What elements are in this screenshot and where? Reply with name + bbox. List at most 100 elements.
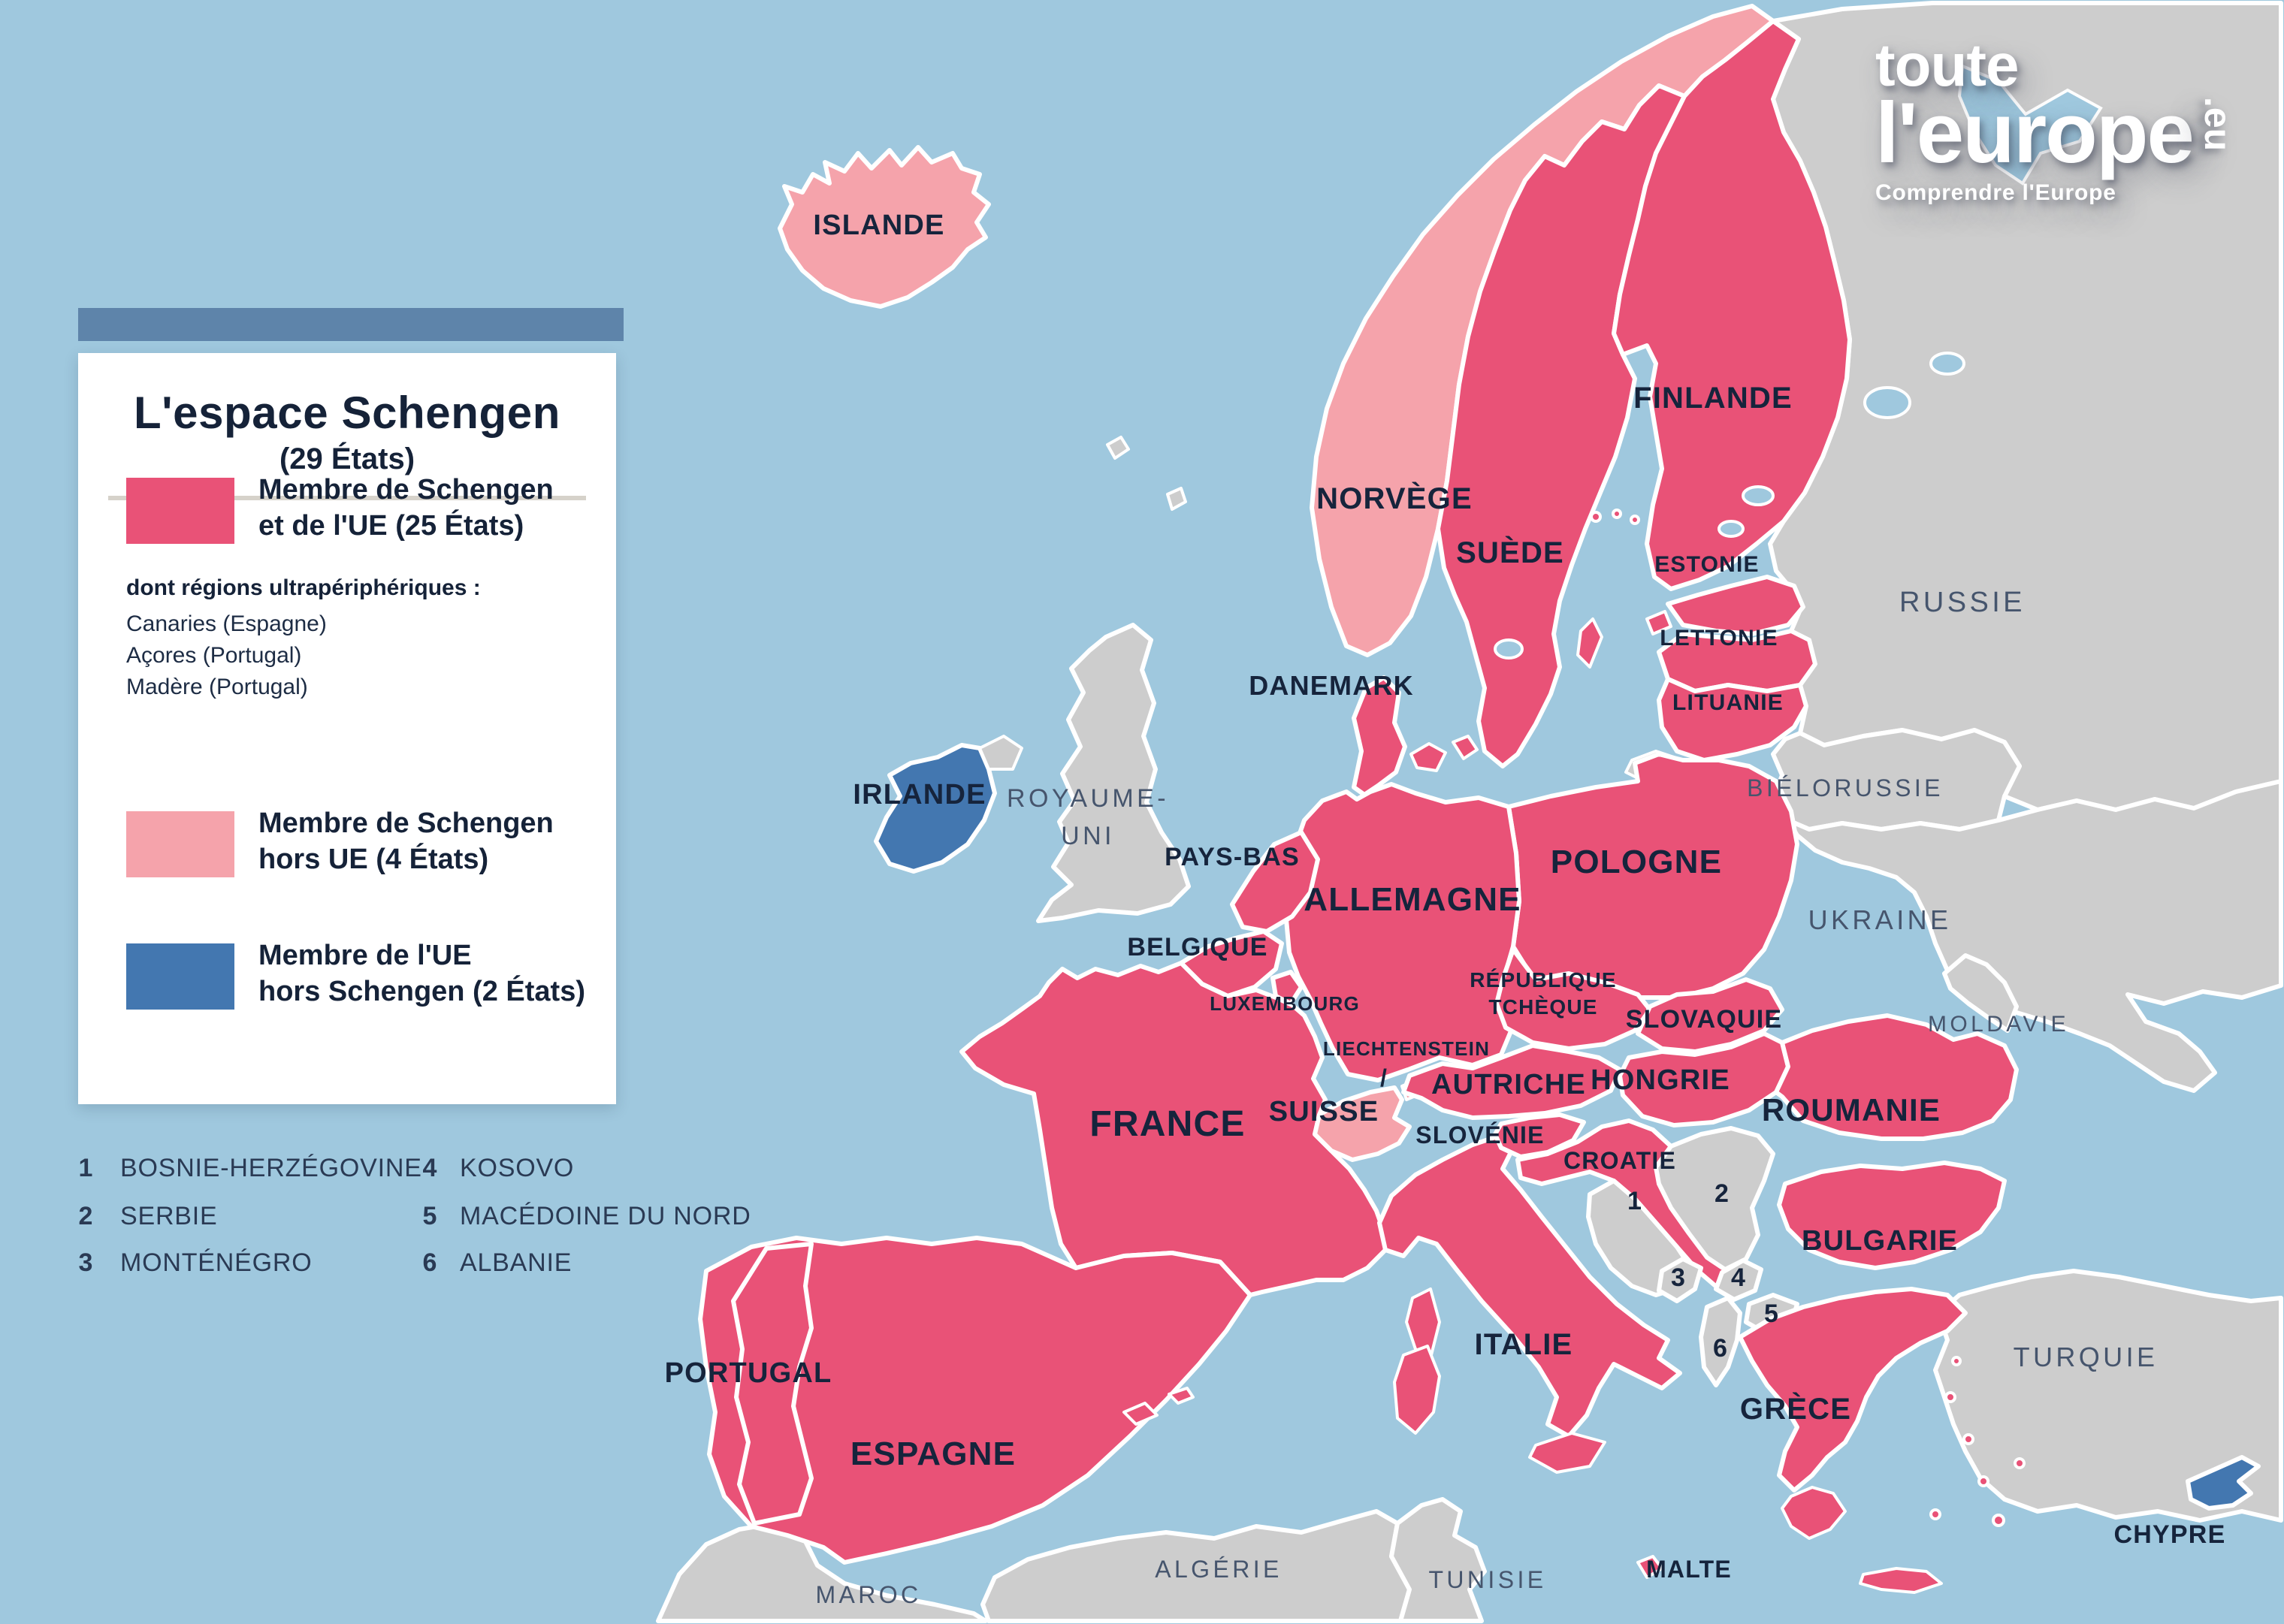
label-suede: SUÈDE bbox=[1456, 537, 1564, 570]
country-ukraine bbox=[1786, 779, 2283, 1093]
label-luxembourg: LUXEMBOURG bbox=[1210, 992, 1360, 1015]
label-portugal: PORTUGAL bbox=[664, 1358, 832, 1390]
label-moldavie: MOLDAVIE bbox=[1927, 1012, 2070, 1037]
legend-divider bbox=[108, 496, 586, 500]
country-italy bbox=[1377, 1133, 1682, 1438]
label-france: FRANCE bbox=[1089, 1104, 1246, 1145]
label-pologne: POLOGNE bbox=[1550, 843, 1723, 880]
label-finlande: FINLANDE bbox=[1633, 382, 1793, 415]
country-sweden bbox=[1436, 83, 1687, 768]
lake-ladoga bbox=[1863, 386, 1911, 419]
label-hongrie: HONGRIE bbox=[1591, 1065, 1730, 1097]
toute-leurope-logo: toute l'europe .eu Comprendre l'Europe bbox=[1875, 33, 2247, 207]
greek-island bbox=[1929, 1508, 1941, 1520]
country-united-kingdom bbox=[1036, 623, 1191, 923]
legend-item-schengen-non-eu: Membre de Schengen hors UE (4 États) bbox=[258, 807, 554, 879]
faroe-islands bbox=[1106, 436, 1130, 460]
label-norvege: NORVÈGE bbox=[1316, 483, 1473, 516]
country-bulgaria bbox=[1777, 1161, 2007, 1270]
country-luxembourg bbox=[1270, 970, 1304, 1006]
label-lituanie: LITUANIE bbox=[1672, 690, 1784, 716]
label-lettonie: LETTONIE bbox=[1660, 626, 1778, 651]
balkan-num-6: 6 bbox=[422, 1248, 437, 1277]
legend-item-line: Membre de Schengen bbox=[258, 808, 554, 840]
aland-islands bbox=[1612, 509, 1622, 519]
label-belgique: BELGIQUE bbox=[1127, 933, 1268, 961]
legend-item-line: hors UE (4 États) bbox=[258, 844, 489, 876]
label-slovaquie: SLOVAQUIE bbox=[1625, 1005, 1783, 1034]
balkan-num-4: 4 bbox=[422, 1154, 437, 1182]
finnish-lake bbox=[1718, 520, 1745, 538]
legend-note-acores: Açores (Portugal) bbox=[126, 643, 302, 669]
legend-note-canaries: Canaries (Espagne) bbox=[126, 611, 327, 637]
finnish-lake bbox=[1742, 485, 1775, 506]
lake-vanern bbox=[1494, 638, 1524, 660]
country-albania bbox=[1699, 1296, 1742, 1387]
label-pays-bas: PAYS-BAS bbox=[1165, 843, 1300, 871]
label-republique-tcheque-line1: RÉPUBLIQUE bbox=[1470, 967, 1617, 992]
greek-island-rhodes bbox=[1992, 1514, 2005, 1527]
label-turquie: TURQUIE bbox=[2013, 1342, 2159, 1372]
logo-line1: toute bbox=[1875, 33, 2020, 99]
label-number-kosovo: 4 bbox=[1730, 1263, 1747, 1292]
country-portugal bbox=[731, 1242, 814, 1526]
aland-islands bbox=[1630, 515, 1640, 525]
greece-peloponnese bbox=[1781, 1486, 1847, 1540]
legend-item-schengen-eu: Membre de Schengen et de l'UE (25 États) bbox=[258, 473, 554, 545]
country-morocco bbox=[656, 1521, 988, 1623]
label-russie: RUSSIE bbox=[1899, 587, 2026, 619]
country-switzerland bbox=[1313, 1085, 1412, 1162]
country-denmark bbox=[1352, 675, 1407, 797]
legend-item-line: Membre de l'UE bbox=[258, 940, 472, 972]
logo-line2: l'europe bbox=[1875, 86, 2195, 182]
country-czechia bbox=[1494, 947, 1652, 1051]
label-espagne: ESPAGNE bbox=[850, 1435, 1017, 1472]
label-tunisie: TUNISIE bbox=[1428, 1568, 1547, 1594]
legend-subtitle: (29 États) bbox=[279, 443, 415, 476]
label-number-macedoine: 5 bbox=[1763, 1300, 1780, 1328]
legend-item-line: et de l'UE (25 États) bbox=[258, 511, 524, 542]
country-montenegro bbox=[1657, 1257, 1703, 1303]
balkan-name-1: BOSNIE-HERZÉGOVINE bbox=[120, 1154, 422, 1182]
sweden-gotland bbox=[1576, 617, 1603, 669]
label-slovenie: SLOVÉNIE bbox=[1415, 1124, 1545, 1149]
label-bulgarie: BULGARIE bbox=[1801, 1226, 1959, 1257]
legend-panel: L'espace Schengen (29 États) Membre de S… bbox=[78, 353, 616, 1104]
legend-item-eu-non-schengen: Membre de l'UE hors Schengen (2 États) bbox=[258, 939, 585, 1011]
country-moldova bbox=[1942, 953, 2019, 1033]
label-maroc: MAROC bbox=[815, 1583, 922, 1609]
balkan-num-3: 3 bbox=[78, 1248, 93, 1277]
country-malta bbox=[1636, 1555, 1663, 1579]
estonia-saaremaa bbox=[1645, 610, 1672, 635]
balkan-num-5: 5 bbox=[422, 1202, 437, 1230]
greek-island bbox=[1944, 1391, 1956, 1403]
balkan-num-1: 1 bbox=[78, 1154, 93, 1182]
country-cyprus bbox=[2186, 1455, 2261, 1511]
balkan-name-2: SERBIE bbox=[120, 1202, 218, 1230]
logo-tagline: Comprendre l'Europe bbox=[1875, 180, 2116, 207]
italy-sicily bbox=[1528, 1432, 1606, 1474]
uk-northern-ireland bbox=[978, 735, 1023, 771]
country-finland bbox=[1612, 19, 1852, 591]
greece-crete bbox=[1859, 1567, 1943, 1594]
label-islande: ISLANDE bbox=[813, 210, 945, 242]
label-croatie: CROATIE bbox=[1563, 1149, 1677, 1175]
denmark-zealand bbox=[1409, 742, 1447, 772]
logo-eu-suffix: .eu bbox=[2197, 96, 2239, 152]
italy-sardinia bbox=[1393, 1345, 1441, 1435]
label-republique-tcheque-line2: TCHÈQUE bbox=[1488, 995, 1598, 1019]
country-lithuania bbox=[1657, 677, 1808, 762]
label-bielorussie: BIÉLORUSSIE bbox=[1747, 777, 1944, 802]
label-ukraine: UKRAINE bbox=[1808, 905, 1952, 935]
legend-header-bar bbox=[78, 308, 624, 341]
aland-islands bbox=[1590, 511, 1602, 523]
legend-title: L'espace Schengen bbox=[133, 389, 561, 439]
balkan-name-6: ALBANIE bbox=[460, 1248, 573, 1277]
label-liechtenstein: LIECHTENSTEIN bbox=[1322, 1037, 1491, 1060]
country-netherlands bbox=[1230, 830, 1320, 934]
denmark-funen bbox=[1452, 735, 1479, 760]
